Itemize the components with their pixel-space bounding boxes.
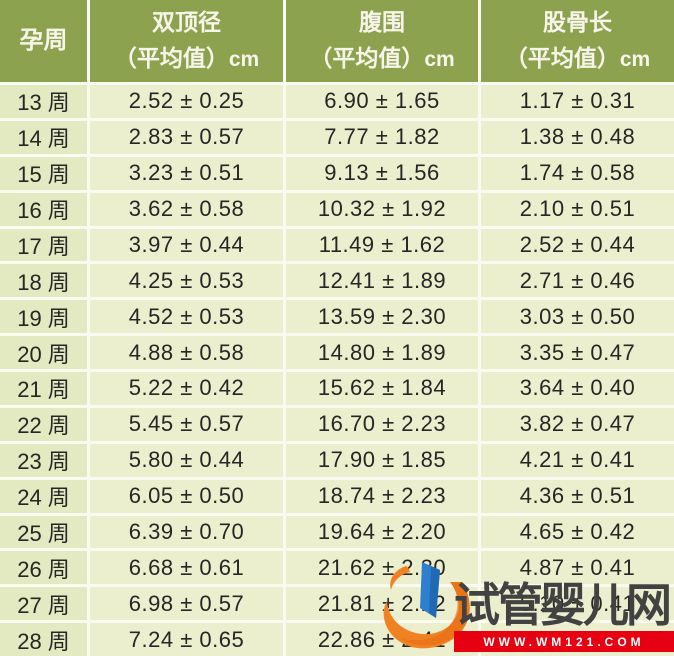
watermark-site-name: 试管婴儿网 <box>454 579 672 631</box>
week-cell: 18 周 <box>0 264 87 298</box>
ac-value-cell: 16.70 ± 2.23 <box>286 407 478 441</box>
bpd-value-cell: 5.80 ± 0.44 <box>90 443 283 477</box>
ac-value-cell: 7.77 ± 1.82 <box>286 120 478 154</box>
ac-value-cell: 12.41 ± 1.89 <box>286 264 478 298</box>
bpd-value-cell: 3.23 ± 0.51 <box>90 156 283 190</box>
week-cell: 20 周 <box>0 336 87 369</box>
bpd-value-cell: 2.52 ± 0.25 <box>90 85 283 118</box>
bpd-value-cell: 3.97 ± 0.44 <box>90 228 283 262</box>
fl-value-cell: 2.52 ± 0.44 <box>481 228 674 262</box>
ac-value-cell: 18.74 ± 2.23 <box>286 479 478 513</box>
ac-value-cell: 10.32 ± 1.92 <box>286 192 478 226</box>
week-cell: 28 周 <box>0 623 87 656</box>
fl-value-cell: 1.74 ± 0.58 <box>481 156 674 190</box>
header-bpd-title: 双顶径 <box>152 9 221 36</box>
watermark-url-bar: WWW.WM121.COM <box>454 631 674 652</box>
bpd-value-cell: 6.98 ± 0.57 <box>90 587 283 621</box>
week-cell: 21 周 <box>0 372 87 405</box>
watermark-url: WWW.WM121.COM <box>483 634 645 649</box>
week-cell: 19 周 <box>0 300 87 334</box>
fl-value-cell: 3.35 ± 0.47 <box>481 336 674 369</box>
week-cell: 17 周 <box>0 228 87 262</box>
bpd-value-cell: 6.05 ± 0.50 <box>90 479 283 513</box>
header-ac-subtitle: （平均值）cm <box>309 45 455 71</box>
ac-value-cell: 9.13 ± 1.56 <box>286 156 478 190</box>
fl-value-cell: 4.21 ± 0.41 <box>481 443 674 477</box>
bpd-value-cell: 4.88 ± 0.58 <box>90 336 283 369</box>
fl-value-cell: 4.87 ± 0.41 <box>481 551 674 585</box>
ac-value-cell: 14.80 ± 1.89 <box>286 336 478 369</box>
fl-value-cell: 3.03 ± 0.50 <box>481 300 674 334</box>
fl-value-cell: 1.17 ± 0.31 <box>481 85 674 118</box>
fl-value-cell: 1.38 ± 0.48 <box>481 120 674 154</box>
fl-value-cell: 2.71 ± 0.46 <box>481 264 674 298</box>
ac-value-cell: 17.90 ± 1.85 <box>286 443 478 477</box>
bpd-value-cell: 3.62 ± 0.58 <box>90 192 283 226</box>
header-fl-subtitle: （平均值）cm <box>504 45 651 71</box>
ac-value-cell: 6.90 ± 1.65 <box>286 85 478 118</box>
ac-value-cell: 15.62 ± 1.84 <box>286 372 478 405</box>
week-cell: 24 周 <box>0 479 87 513</box>
week-cell: 26 周 <box>0 551 87 585</box>
header-ac-title: 腹围 <box>359 9 405 36</box>
bpd-value-cell: 5.45 ± 0.57 <box>90 407 283 441</box>
bpd-value-cell: 6.68 ± 0.61 <box>90 551 283 585</box>
header-fl: 股骨长 （平均值）cm <box>481 0 674 82</box>
ac-value-cell: 13.59 ± 2.30 <box>286 300 478 334</box>
header-ac: 腹围 （平均值）cm <box>286 0 478 82</box>
header-bpd: 双顶径 （平均值）cm <box>90 0 283 82</box>
bpd-value-cell: 5.22 ± 0.42 <box>90 372 283 405</box>
ac-value-cell: 11.49 ± 1.62 <box>286 228 478 262</box>
bpd-value-cell: 7.24 ± 0.65 <box>90 623 283 656</box>
header-bpd-subtitle: （平均值）cm <box>113 45 260 71</box>
fl-value-cell: 4.36 ± 0.51 <box>481 479 674 513</box>
week-cell: 13 周 <box>0 85 87 118</box>
week-cell: 14 周 <box>0 120 87 154</box>
fl-value-cell: 4.65 ± 0.42 <box>481 515 674 549</box>
fl-value-cell: 5.10 ± 0.41 <box>481 587 674 621</box>
bpd-value-cell: 4.52 ± 0.53 <box>90 300 283 334</box>
bpd-value-cell: 2.83 ± 0.57 <box>90 120 283 154</box>
fl-value-cell: 3.82 ± 0.47 <box>481 407 674 441</box>
fl-value-cell: 3.64 ± 0.40 <box>481 372 674 405</box>
fl-value-cell: 2.10 ± 0.51 <box>481 192 674 226</box>
week-cell: 16 周 <box>0 192 87 226</box>
week-cell: 15 周 <box>0 156 87 190</box>
watermark-swoosh-logo-icon <box>383 562 470 649</box>
week-cell: 22 周 <box>0 407 87 441</box>
week-cell: 27 周 <box>0 587 87 621</box>
week-cell: 23 周 <box>0 443 87 477</box>
ac-value-cell: 19.64 ± 2.20 <box>286 515 478 549</box>
header-fl-title: 股骨长 <box>543 9 612 36</box>
bpd-value-cell: 6.39 ± 0.70 <box>90 515 283 549</box>
bpd-value-cell: 4.25 ± 0.53 <box>90 264 283 298</box>
week-cell: 25 周 <box>0 515 87 549</box>
header-week: 孕周 <box>0 0 87 82</box>
